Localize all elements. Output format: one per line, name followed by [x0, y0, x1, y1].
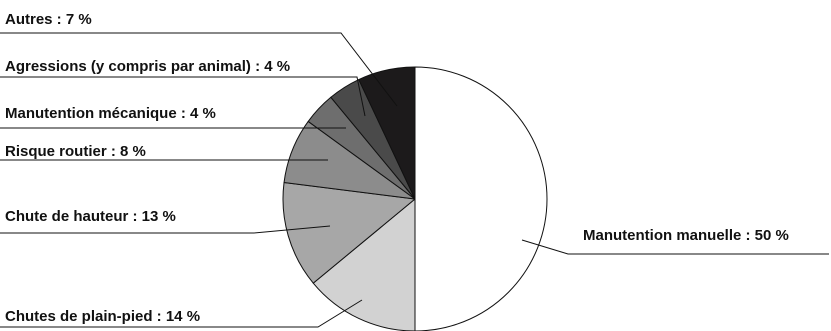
pie-slice-autres [358, 66, 416, 200]
leader-line-autres [0, 32, 398, 107]
slice-label-chute-de-hauteur: Chute de hauteur : 13 % [5, 208, 176, 225]
slice-label-manutention-mecanique: Manutention mécanique : 4 % [5, 105, 216, 122]
leader-line-manutention-manuelle [521, 239, 829, 255]
leader-line-agressions-y-compris-par-animal [0, 76, 366, 117]
pie-slice-chute-de-hauteur [282, 181, 416, 284]
leader-lines [0, 32, 829, 328]
slice-label-chutes-de-plain-pied: Chutes de plain-pied : 14 % [5, 308, 200, 325]
leader-line-chutes-de-plain-pied [0, 299, 363, 328]
slice-label-autres: Autres : 7 % [5, 11, 92, 28]
pie-slices [282, 66, 548, 331]
slice-label-manutention-manuelle: Manutention manuelle : 50 % [583, 227, 789, 244]
slice-label-risque-routier: Risque routier : 8 % [5, 143, 146, 160]
slice-labels: Manutention manuelle : 50 % Chutes de pla… [5, 11, 789, 325]
slice-label-agressions-y-compris-par-animal: Agressions (y compris par animal) : 4 % [5, 58, 290, 75]
leader-line-chute-de-hauteur [0, 225, 331, 234]
pie-slice-manutention-manuelle [414, 66, 548, 331]
